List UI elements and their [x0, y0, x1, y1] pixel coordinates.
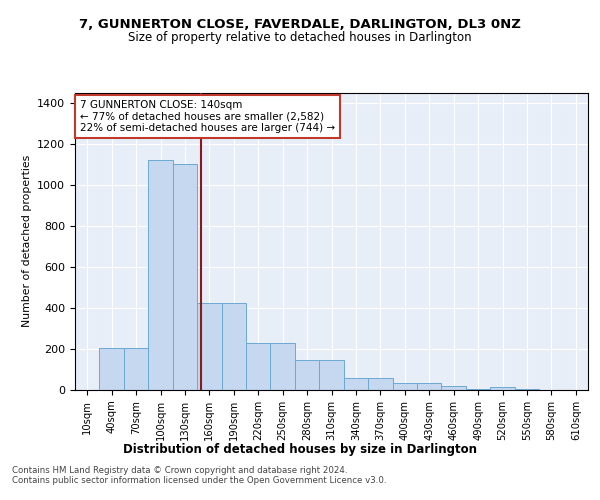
Bar: [271, 343, 295, 390]
Y-axis label: Number of detached properties: Number of detached properties: [22, 155, 32, 328]
Bar: [344, 378, 368, 390]
Bar: [490, 387, 515, 390]
Bar: [319, 360, 344, 390]
Text: Contains HM Land Registry data © Crown copyright and database right 2024.: Contains HM Land Registry data © Crown c…: [12, 466, 347, 475]
Text: 7 GUNNERTON CLOSE: 140sqm
← 77% of detached houses are smaller (2,582)
22% of se: 7 GUNNERTON CLOSE: 140sqm ← 77% of detac…: [80, 100, 335, 133]
Bar: [392, 383, 417, 390]
Bar: [221, 303, 246, 390]
Text: Contains public sector information licensed under the Open Government Licence v3: Contains public sector information licen…: [12, 476, 386, 485]
Bar: [173, 164, 197, 390]
Bar: [417, 383, 442, 390]
Text: 7, GUNNERTON CLOSE, FAVERDALE, DARLINGTON, DL3 0NZ: 7, GUNNERTON CLOSE, FAVERDALE, DARLINGTO…: [79, 18, 521, 30]
Bar: [368, 378, 392, 390]
Text: Distribution of detached houses by size in Darlington: Distribution of detached houses by size …: [123, 442, 477, 456]
Text: Size of property relative to detached houses in Darlington: Size of property relative to detached ho…: [128, 31, 472, 44]
Bar: [124, 348, 148, 390]
Bar: [466, 389, 490, 390]
Bar: [197, 303, 221, 390]
Bar: [100, 348, 124, 390]
Bar: [442, 386, 466, 390]
Bar: [515, 389, 539, 390]
Bar: [148, 160, 173, 390]
Bar: [295, 360, 319, 390]
Bar: [246, 343, 271, 390]
